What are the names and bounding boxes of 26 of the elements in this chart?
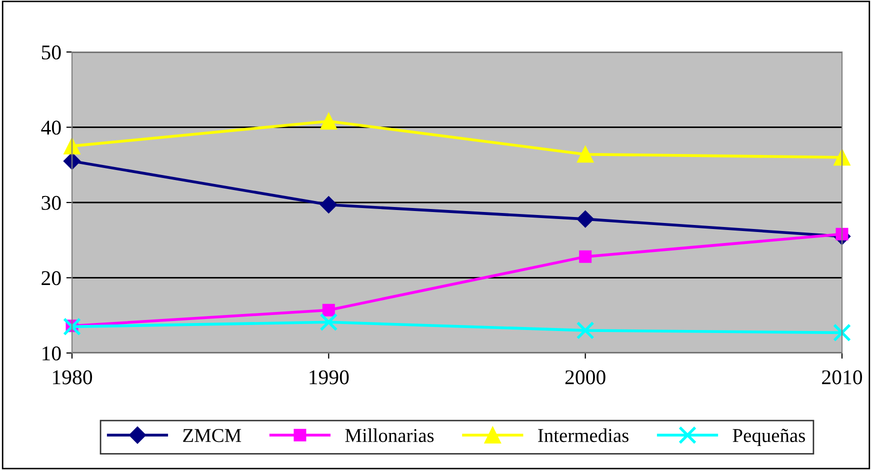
- y-tick-label: 30: [42, 196, 61, 210]
- point: [832, 324, 852, 342]
- point: [322, 304, 335, 316]
- point: [836, 228, 848, 240]
- legend-label: ZMCM: [183, 429, 242, 442]
- point: [577, 146, 594, 163]
- point: [62, 318, 82, 336]
- x-tick-label: 1980: [53, 370, 92, 384]
- point: [64, 138, 80, 154]
- legend-label: Pequeñas: [732, 428, 805, 446]
- x-tick-label: 2010: [822, 370, 862, 384]
- point: [576, 210, 594, 228]
- x-tick-label: 1990: [310, 370, 349, 384]
- y-tick-label: 10: [42, 346, 61, 360]
- point: [320, 112, 337, 130]
- point: [576, 321, 594, 340]
- point: [834, 149, 850, 166]
- legend-label: Intermedias: [538, 428, 628, 442]
- x-tick-label: 2000: [565, 370, 606, 384]
- y-tick-label: 50: [42, 45, 61, 60]
- point: [320, 313, 338, 332]
- point: [579, 250, 592, 263]
- y-tick-label: 40: [41, 120, 61, 135]
- legend-label: Millonarias: [345, 428, 434, 442]
- point: [320, 196, 338, 214]
- y-tick-label: 20: [42, 271, 61, 286]
